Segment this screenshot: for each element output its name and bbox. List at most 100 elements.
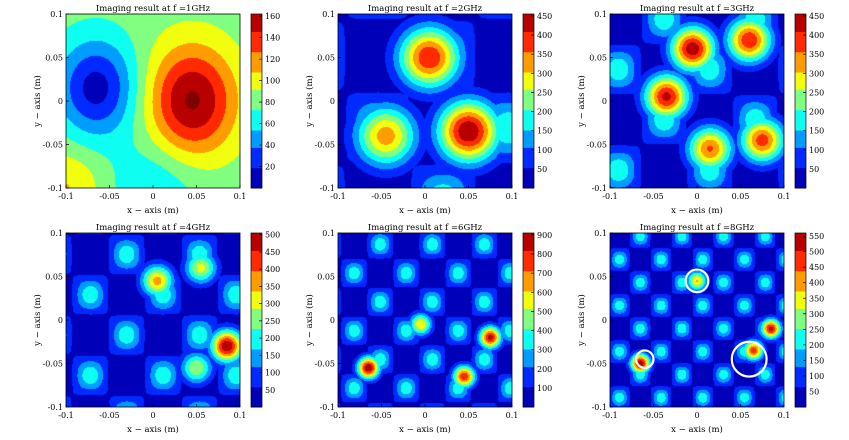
x-tick-label: 0.1 [234,192,247,201]
colorbar-segment [251,164,262,169]
colorbar-segment [523,311,534,315]
colorbar-segment [795,380,806,385]
colorbar-segment [523,247,534,251]
x-tick-label: 0 [150,411,155,420]
colorbar-segment [795,293,806,298]
colorbar-segment [523,57,534,61]
subplot-title: Imaging result at f =3GHz [640,4,755,14]
colorbar-segment [795,250,806,254]
colorbar-tick-label: 250 [537,88,552,97]
colorbar-segment [795,334,806,338]
colorbar-segment [795,325,806,330]
colorbar-segment [795,346,806,350]
colorbar-segment [523,238,534,243]
colorbar-segment [251,354,262,359]
colorbar-segment [795,40,806,44]
colorbar-segment [251,305,262,309]
colorbar-segment [523,185,534,189]
colorbar-segment [523,259,534,263]
colorbar-segment [251,372,262,376]
colorbar-segment [251,250,262,254]
colorbar-tick-label: 550 [809,232,824,241]
x-tick-label: 0.05 [460,411,478,420]
colorbar-tick-label: 700 [537,269,552,278]
annotation-circle [684,268,710,294]
colorbar-segment [251,127,262,131]
colorbar-segment [251,337,262,341]
colorbar-segment [523,328,534,333]
colorbar-segment [251,244,262,248]
y-tick-label: 0 [330,316,335,325]
colorbar-segment [523,372,534,376]
colorbar-segment [523,86,534,90]
colorbar-segment [251,320,262,324]
colorbar-segment [795,363,806,367]
colorbar-tick-label: 600 [537,288,552,297]
colorbar-tick-label: 20 [265,163,275,172]
colorbar-segment [795,404,806,408]
colorbar-segment [523,235,534,240]
colorbar-tick-label: 250 [265,317,280,326]
y-tick-label: 0.1 [50,229,63,238]
colorbar-segment [251,66,262,70]
x-axis-label: x − axis (m) [671,205,723,216]
colorbar-segment [795,138,806,143]
x-tick-label: 0.05 [460,192,478,201]
colorbar-segment [523,363,534,367]
colorbar-segment [795,130,806,134]
colorbar-tick-label: 100 [537,384,552,393]
colorbar-segment [251,395,262,399]
colorbar-tick-label: 140 [265,34,280,43]
subplot-6: -0.1 -0.05 0 0.05 0.1 -0.1 -0.05 0 0.05 0.1 Imagin… [576,223,824,435]
colorbar-segment [251,343,262,347]
colorbar-segment [251,380,262,385]
colorbar-segment [795,170,806,174]
colorbar-segment [523,150,534,154]
colorbar: 20 40 60 80 100 120 140 160 [250,12,280,189]
colorbar-segment [523,233,534,237]
colorbar-segment [251,115,262,119]
colorbar-segment [251,25,262,29]
y-tick-label: 0.05 [45,273,63,282]
y-tick-label: 0.1 [594,10,607,19]
colorbar-segment [523,144,534,148]
colorbar-segment [523,103,534,108]
colorbar-segment [251,31,262,35]
colorbar-segment [523,334,534,338]
colorbar-segment [795,282,806,286]
colorbar-segment [795,95,806,99]
colorbar-segment [251,322,262,327]
colorbar-segment [251,98,262,102]
colorbar-segment [523,92,534,96]
colorbar-segment [795,69,806,73]
colorbar-segment [795,340,806,344]
colorbar-segment [523,130,534,134]
colorbar-segment [795,378,806,382]
subplot-title: Imaging result at f =4GHz [96,223,211,233]
colorbar-frame [794,232,807,408]
x-axis-label: x − axis (m) [127,424,179,435]
y-tick-label: -0.1 [592,184,607,193]
x-tick-label: 0 [422,411,427,420]
colorbar-segment [251,276,262,280]
colorbar-segment [251,112,262,116]
colorbar-segment [795,285,806,289]
colorbar-segment [523,77,534,82]
colorbar-tick-label: 400 [537,31,552,40]
colorbar-segment [523,138,534,143]
colorbar-tick-label: 80 [265,98,275,107]
colorbar-tick-label: 200 [537,365,552,374]
colorbar-segment [795,25,806,29]
colorbar-segment [795,357,806,362]
colorbar-segment [795,112,806,116]
colorbar-segment [251,363,262,367]
colorbar-segment [251,28,262,32]
y-axis-label: y − axis (m) [32,294,43,347]
colorbar-segment [523,291,534,295]
colorbar-segment [251,144,262,148]
colorbar-segment [523,392,534,396]
colorbar-segment [795,54,806,58]
colorbar-segment [523,54,534,58]
colorbar-segment [251,264,262,269]
colorbar-tick-label: 200 [809,108,824,117]
